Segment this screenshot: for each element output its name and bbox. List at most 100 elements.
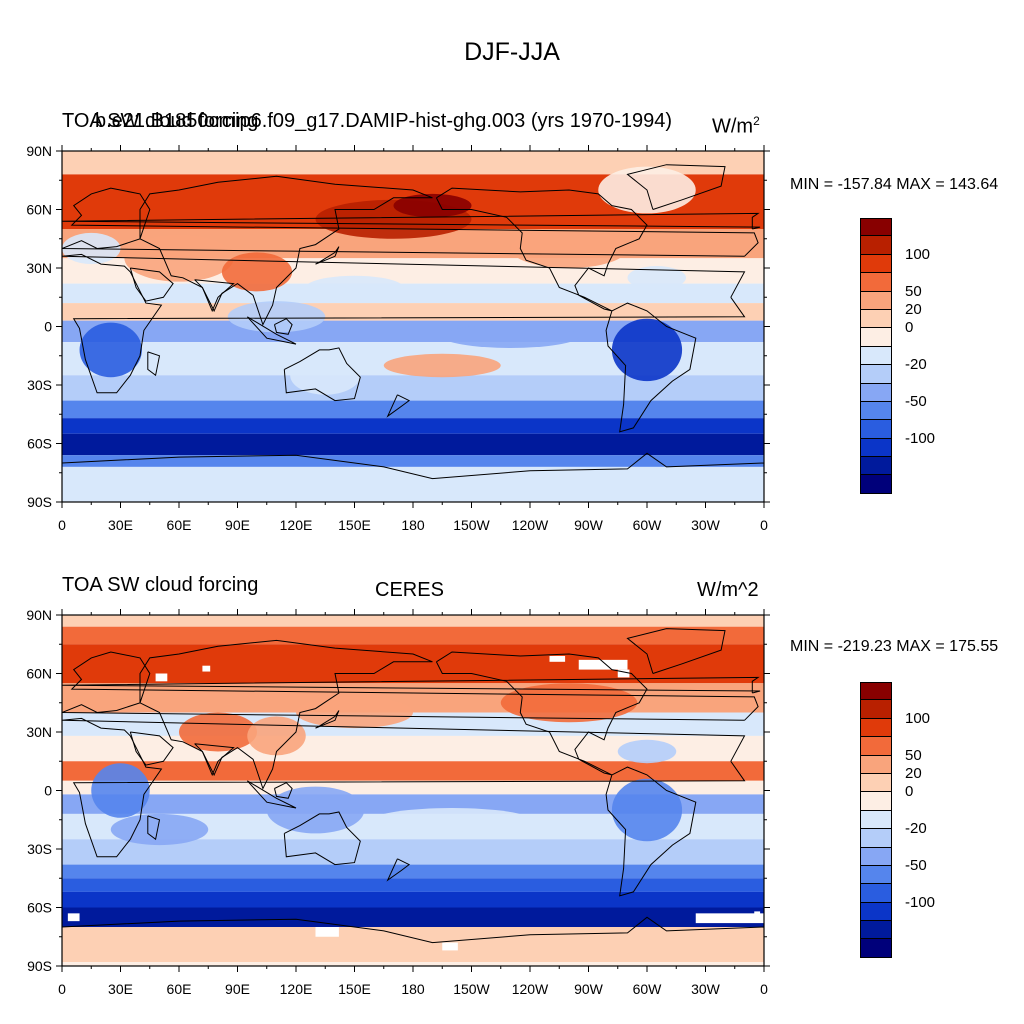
panel2-min-max: MIN = -219.23 MAX = 175.55 xyxy=(790,638,999,655)
panel1-field-region xyxy=(393,193,472,218)
panel1-field-region xyxy=(79,322,142,378)
panel1-field-region xyxy=(305,275,404,300)
colorbar-cell xyxy=(860,682,892,701)
panel1-lon-label: 90W xyxy=(574,517,604,533)
panel2-lon-label: 120W xyxy=(512,981,549,997)
panel1-field-region xyxy=(510,229,628,268)
panel1-left-title: TOA SW cloud forcing xyxy=(62,110,259,132)
panel2-field-region xyxy=(617,739,677,764)
panel2-coastline xyxy=(386,858,411,882)
panel1-colorbar xyxy=(860,218,892,494)
panel2-map-content: 90N 60N 30N 0 30S 60S 90S 0 30E 60E 90E 120E 150E 180… xyxy=(26,607,770,997)
panel1-coastline xyxy=(62,212,761,230)
panel1-lat-label: 90N xyxy=(26,143,52,159)
panel2-lat-label: 60S xyxy=(27,900,52,916)
panel2-field-region xyxy=(91,763,150,818)
panel2-lat-band xyxy=(62,794,764,814)
panel2-lon-label: 30E xyxy=(108,981,133,997)
colorbar-label: -20 xyxy=(905,356,927,374)
panel2-coastline xyxy=(246,780,297,809)
panel1-lon-label: 60E xyxy=(167,517,192,533)
panel2-coastline xyxy=(62,676,761,694)
panel2-lat-label: 30N xyxy=(26,724,52,740)
colorbar-cell xyxy=(860,273,892,292)
colorbar-cell xyxy=(860,420,892,439)
panel2-coastline xyxy=(62,651,759,721)
panel1-coastline xyxy=(194,279,235,313)
colorbar-label: 0 xyxy=(905,783,914,801)
panel1-field-region xyxy=(442,324,579,348)
panel2-lon-label: 0 xyxy=(760,981,768,997)
panel2-missing-data xyxy=(155,673,168,682)
panel2-field-region xyxy=(500,683,638,723)
panel2-field xyxy=(62,615,764,966)
panel1-lon-label: 120E xyxy=(280,517,313,533)
panel1-coastline xyxy=(274,318,293,335)
panel1-field-region xyxy=(611,318,683,382)
panel2-coastline xyxy=(129,731,174,766)
panel2-coastline xyxy=(626,628,726,674)
colorbar-label: 50 xyxy=(905,282,922,300)
panel2-field-region xyxy=(374,808,530,832)
panel1-coastline xyxy=(62,452,764,502)
panel1-coastline xyxy=(315,246,340,265)
colorbar-cell xyxy=(860,921,892,940)
panel1-coastline xyxy=(435,187,648,312)
panel1-field-region xyxy=(227,301,326,333)
colorbar-label: 50 xyxy=(905,746,922,764)
panel2-lat-band xyxy=(62,626,764,645)
colorbar-cell xyxy=(860,309,892,329)
panel2-lat-band xyxy=(62,761,764,781)
panel2-lat-label: 30S xyxy=(27,841,52,857)
colorbar-cell xyxy=(860,865,892,885)
panel1-coastline xyxy=(62,187,759,257)
colorbar-cell xyxy=(860,346,892,366)
panel2-lon-label: 120E xyxy=(280,981,313,997)
panel1-units: W/m2 xyxy=(712,114,760,138)
panel2-coastline xyxy=(274,782,293,799)
panel2-coastline xyxy=(605,766,697,897)
panel1-lon-label: 0 xyxy=(58,517,66,533)
panel2-coastline xyxy=(435,651,648,776)
panel2-field-region xyxy=(611,778,683,842)
colorbar-cell xyxy=(860,475,892,494)
colorbar-label: 100 xyxy=(905,245,931,263)
panel1-lon-label: 90E xyxy=(225,517,250,533)
panel2-coastline xyxy=(62,717,746,858)
panel1-field xyxy=(62,151,764,502)
panel2-lat-band xyxy=(62,927,764,963)
panel2-lat-band xyxy=(62,615,764,627)
panel1-coastline xyxy=(626,164,726,210)
panel1-lon-label: 30E xyxy=(108,517,133,533)
panel1-field-region xyxy=(383,353,501,378)
panel2-field-region xyxy=(179,712,257,752)
panel2-missing-data xyxy=(549,655,566,662)
colorbar-label: -50 xyxy=(905,857,927,874)
panel2-center-title: CERES xyxy=(375,579,444,601)
colorbar-cell xyxy=(860,792,892,811)
panel1-lat-band xyxy=(62,418,764,434)
panel1-lon-label: 30W xyxy=(691,517,721,533)
panel2-lat-band xyxy=(62,891,764,908)
panel1-coastline xyxy=(246,316,297,345)
panel2-left-title: TOA SW cloud forcing xyxy=(62,574,259,596)
panel2-lat-label: 90N xyxy=(26,607,52,623)
panel2-lat-band xyxy=(62,780,764,795)
panel2-field-region xyxy=(296,696,413,729)
panel1-lat-label: 30S xyxy=(27,377,52,393)
panel1-coastline xyxy=(386,394,411,418)
panel1-lat-band xyxy=(62,151,764,175)
colorbar-cell xyxy=(860,700,892,719)
panel1-lat-band xyxy=(62,283,764,304)
panel1-lat-label: 0 xyxy=(44,319,52,335)
panel2-field-region xyxy=(266,786,365,834)
panel1-coastline xyxy=(283,347,361,402)
panel2-coastline xyxy=(147,815,161,841)
panel1-lon-label: 120W xyxy=(512,517,549,533)
colorbar-label: 20 xyxy=(905,301,922,318)
panel1-lon-label: 0 xyxy=(760,517,768,533)
panel2-coastline xyxy=(62,916,764,966)
panel2-field-region xyxy=(247,716,306,756)
panel1-lat-label: 90S xyxy=(27,494,52,510)
